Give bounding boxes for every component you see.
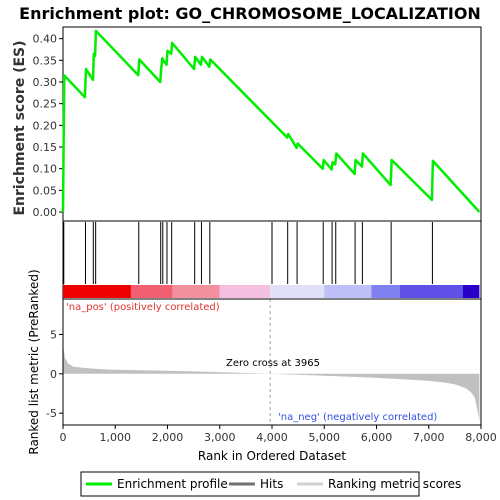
x-tick-label: 7,000 xyxy=(413,431,445,444)
na-neg-annotation: 'na_neg' (negatively correlated) xyxy=(278,412,437,423)
es-y-tick-label: 0.35 xyxy=(33,54,58,67)
colorbar-segment xyxy=(371,285,401,298)
metric-y-tick-label: 5 xyxy=(50,328,57,341)
rank-colorbar xyxy=(63,285,480,298)
x-tick-label: 1,000 xyxy=(100,431,132,444)
colorbar-segment xyxy=(462,285,480,298)
colorbar-segment xyxy=(219,285,271,298)
enrichment-profile-line xyxy=(61,29,481,213)
x-tick-label: 6,000 xyxy=(361,431,393,444)
metric-y-ticks: -5 0 5 xyxy=(46,328,63,420)
es-y-tick-label: 0.30 xyxy=(33,76,58,89)
es-y-tick-label: 0.10 xyxy=(33,163,58,176)
colorbar-segment xyxy=(63,285,131,298)
x-tick-label: 5,000 xyxy=(309,431,341,444)
hits-panel xyxy=(62,220,482,300)
colorbar-segment xyxy=(130,285,173,298)
legend-enrichment-label: Enrichment profile xyxy=(117,477,228,491)
chart-title: Enrichment plot: GO_CHROMOSOME_LOCALIZAT… xyxy=(19,4,481,23)
metric-y-tick-label: 0 xyxy=(50,368,57,381)
x-tick-label: 2,000 xyxy=(152,431,184,444)
es-y-tick-label: 0.20 xyxy=(33,119,58,132)
es-y-tick-label: 0.00 xyxy=(33,206,58,219)
colorbar-segment xyxy=(270,285,325,298)
legend: Enrichment profile Hits Ranking metric s… xyxy=(80,471,461,497)
x-tick-label: 0 xyxy=(60,431,67,444)
metric-y-tick-label: -5 xyxy=(46,407,57,420)
x-tick-label: 4,000 xyxy=(256,431,288,444)
na-pos-annotation: 'na_pos' (positively correlated) xyxy=(66,302,220,313)
es-y-ticks: 0.00 0.05 0.10 0.15 0.20 0.25 0.30 0.35 0.40 xyxy=(33,33,63,219)
metric-panel: Ranked list metric (PreRanked) -505 0 1,0… xyxy=(27,269,497,463)
es-panel: Enrichment score (ES) 0.000.050.100.150.… xyxy=(12,26,482,222)
es-y-axis-label: Enrichment score (ES) xyxy=(12,40,28,215)
es-y-tick-label: 0.25 xyxy=(33,98,58,111)
es-y-tick-label: 0.40 xyxy=(33,33,58,46)
hit-marks xyxy=(63,222,433,284)
legend-ranking-label: Ranking metric scores xyxy=(328,477,461,491)
x-tick-label: 8,000 xyxy=(465,431,497,444)
x-axis-label: Rank in Ordered Dataset xyxy=(198,449,346,463)
metric-x-ticks: 0 1,000 2,000 3,000 4,000 5,000 6,000 7,000 8,00… xyxy=(60,425,497,444)
colorbar-segment xyxy=(400,285,463,298)
x-tick-label: 3,000 xyxy=(204,431,236,444)
legend-hits-label: Hits xyxy=(260,477,283,491)
zero-cross-annotation: Zero cross at 3965 xyxy=(226,358,320,369)
colorbar-segment xyxy=(324,285,372,298)
es-y-tick-label: 0.15 xyxy=(33,141,58,154)
colorbar-segment xyxy=(172,285,220,298)
es-y-tick-label: 0.05 xyxy=(33,184,58,197)
metric-y-axis-label: Ranked list metric (PreRanked) xyxy=(27,269,41,454)
